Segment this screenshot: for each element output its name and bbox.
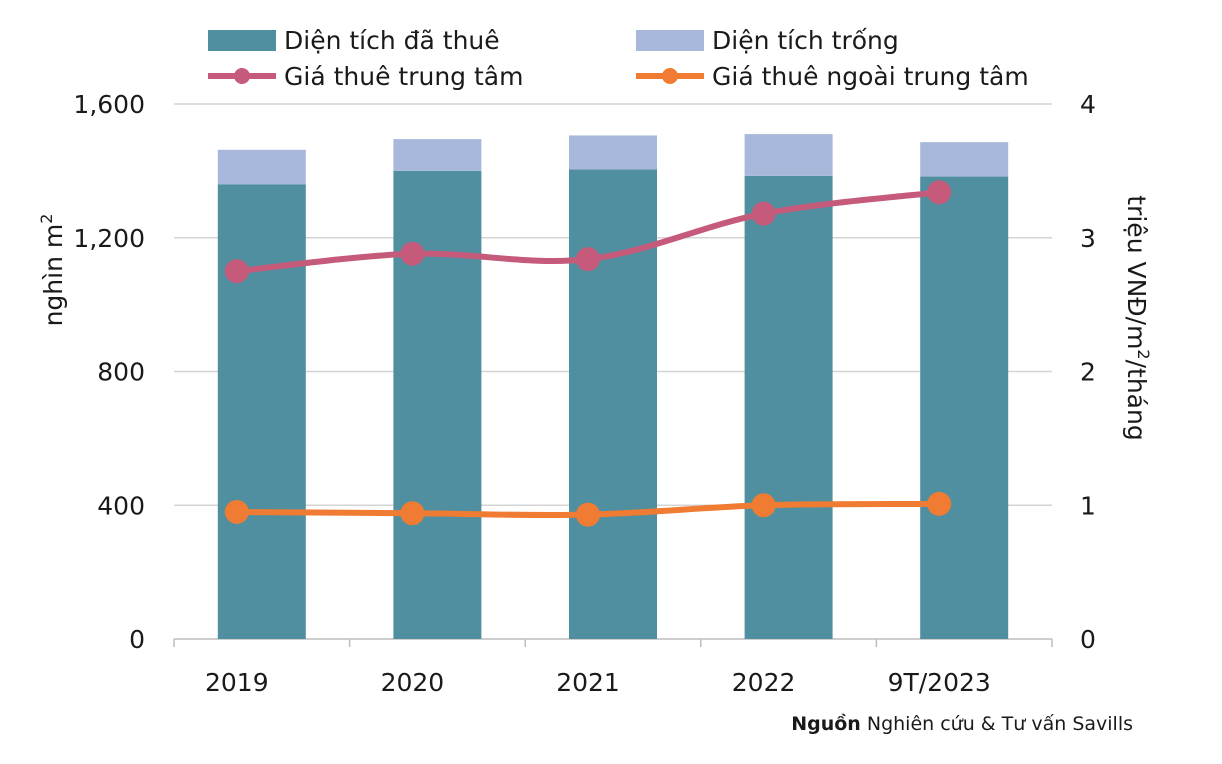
bar-leased (569, 169, 657, 639)
bar-leased (744, 175, 833, 639)
point-non-cbd-rent (224, 499, 249, 524)
point-cbd-rent (927, 180, 952, 205)
point-non-cbd-rent (400, 501, 425, 526)
left-tick-label: 800 (97, 358, 145, 387)
legend-label-non-cbd-rent: Giá thuê ngoài trung tâm (712, 62, 1029, 91)
bar-vacant (569, 135, 657, 170)
x-tick-label: 2019 (205, 668, 269, 697)
legend-label-leased: Diện tích đã thuê (284, 26, 500, 55)
legend-swatch-vacant (636, 30, 704, 51)
left-tick-label: 1,200 (73, 224, 145, 253)
legend-swatch-leased (208, 30, 276, 51)
x-tick-label: 2021 (556, 668, 620, 697)
left-axis-title: nghìn m2 (37, 214, 68, 327)
point-cbd-rent (224, 259, 249, 284)
x-axis-ticks: 2019 2020 2021 2022 9T/2023 (205, 668, 991, 697)
right-tick-label: 2 (1080, 358, 1096, 387)
bars (217, 134, 1009, 639)
left-axis-ticks: 0 400 800 1,200 1,600 (73, 90, 145, 654)
bar-vacant (217, 149, 306, 185)
left-tick-label: 1,600 (73, 90, 145, 119)
right-axis-title: triệu VNĐ/m2/tháng (1122, 195, 1153, 440)
x-tick-label: 2022 (732, 668, 796, 697)
right-tick-label: 3 (1080, 224, 1096, 253)
point-non-cbd-rent (576, 502, 600, 527)
point-cbd-rent (751, 201, 776, 226)
right-tick-label: 1 (1080, 491, 1096, 520)
legend-marker-non-cbd-rent (662, 68, 678, 84)
legend-label-cbd-rent: Giá thuê trung tâm (284, 62, 523, 91)
right-axis-ticks: 0 1 2 3 4 (1080, 90, 1096, 654)
bar-vacant (393, 139, 482, 171)
bar-leased (920, 176, 1009, 639)
point-non-cbd-rent (927, 491, 952, 516)
bar-leased (393, 170, 482, 639)
bar-vacant (744, 134, 833, 176)
bar-leased (217, 184, 306, 639)
x-tick-label: 9T/2023 (888, 668, 991, 697)
legend-label-vacant: Diện tích trống (712, 26, 899, 55)
right-tick-label: 4 (1080, 90, 1096, 119)
source-note: Nguồn Nghiên cứu & Tư vấn Savills (791, 712, 1133, 735)
left-tick-label: 0 (129, 625, 145, 654)
right-tick-label: 0 (1080, 625, 1096, 654)
point-cbd-rent (400, 241, 425, 266)
x-tick-label: 2020 (381, 668, 445, 697)
point-cbd-rent (576, 247, 600, 272)
bar-vacant (920, 142, 1009, 177)
point-non-cbd-rent (751, 493, 776, 518)
legend: Diện tích đã thuê Diện tích trống Giá th… (208, 26, 1029, 91)
lines (224, 180, 952, 527)
left-tick-label: 400 (97, 491, 145, 520)
legend-marker-cbd-rent (234, 68, 250, 84)
